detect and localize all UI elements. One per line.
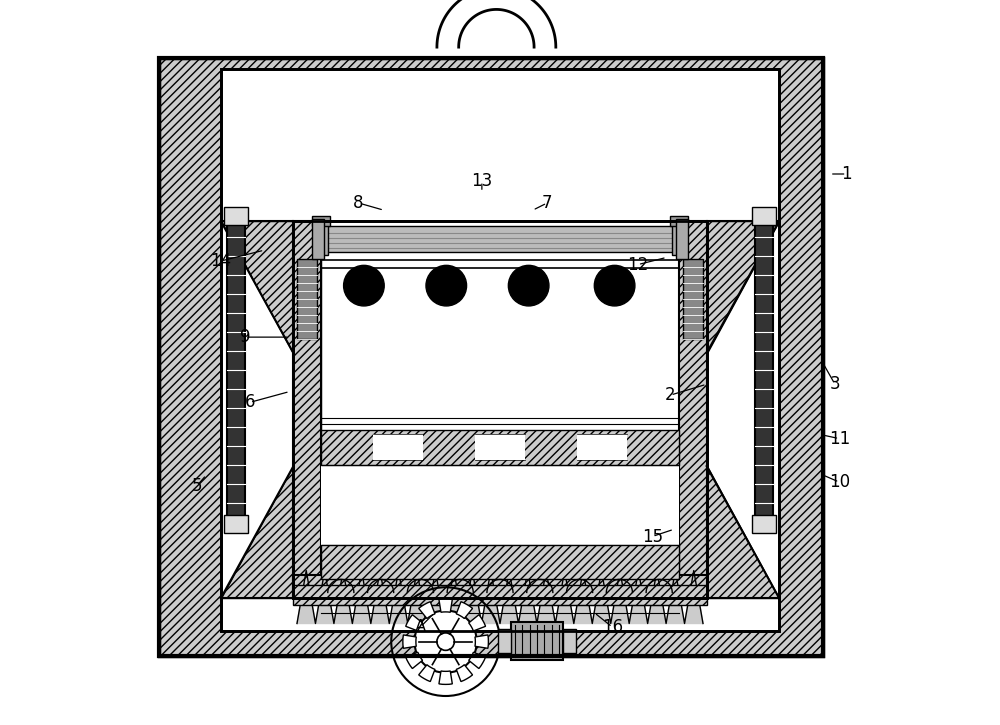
Wedge shape <box>475 635 488 648</box>
Wedge shape <box>456 602 473 618</box>
Bar <box>563 629 576 652</box>
Bar <box>670 216 688 226</box>
Text: 10: 10 <box>829 473 850 491</box>
Text: 5: 5 <box>192 477 202 494</box>
Polygon shape <box>707 221 779 353</box>
Text: 6: 6 <box>245 394 255 411</box>
Bar <box>498 629 511 652</box>
Wedge shape <box>406 652 423 668</box>
Bar <box>321 221 679 575</box>
Bar <box>293 221 707 598</box>
Bar <box>293 221 321 598</box>
Bar <box>752 515 776 533</box>
Circle shape <box>344 265 384 306</box>
Text: 14: 14 <box>210 252 231 270</box>
Wedge shape <box>419 665 435 682</box>
Bar <box>755 218 773 522</box>
Bar <box>373 434 423 460</box>
Text: 16: 16 <box>602 618 623 636</box>
Text: 7: 7 <box>542 194 552 212</box>
Bar <box>679 221 707 598</box>
Text: 12: 12 <box>627 256 648 273</box>
Bar <box>221 69 779 631</box>
Text: 9: 9 <box>240 328 250 346</box>
Bar <box>321 226 679 252</box>
Bar <box>321 430 679 465</box>
Text: 8: 8 <box>353 194 364 212</box>
Wedge shape <box>403 635 416 648</box>
Bar <box>221 69 779 631</box>
Text: A: A <box>415 618 426 636</box>
Bar <box>752 207 776 225</box>
Bar <box>312 216 330 226</box>
Polygon shape <box>221 466 293 598</box>
Bar <box>475 434 525 460</box>
Bar <box>577 434 627 460</box>
Bar <box>321 465 679 544</box>
Wedge shape <box>419 602 435 618</box>
Bar <box>511 622 563 660</box>
Bar <box>321 544 679 579</box>
Bar <box>224 207 248 225</box>
Bar <box>293 585 707 605</box>
Bar <box>227 218 245 522</box>
Circle shape <box>508 265 549 306</box>
Circle shape <box>594 265 635 306</box>
Wedge shape <box>439 671 452 684</box>
Wedge shape <box>456 665 473 682</box>
Bar <box>297 259 317 339</box>
Circle shape <box>437 633 454 650</box>
Bar <box>312 219 324 259</box>
Polygon shape <box>297 571 703 624</box>
Wedge shape <box>439 599 452 613</box>
Bar <box>683 259 703 339</box>
Wedge shape <box>469 615 486 631</box>
Text: 11: 11 <box>829 430 850 447</box>
Circle shape <box>426 265 467 306</box>
Bar <box>676 219 688 259</box>
Text: 13: 13 <box>471 173 492 190</box>
Bar <box>159 58 823 656</box>
Wedge shape <box>469 652 486 668</box>
Bar <box>293 221 707 598</box>
Text: 15: 15 <box>642 528 663 545</box>
Text: 2: 2 <box>665 386 676 404</box>
Bar <box>293 575 707 598</box>
Text: 3: 3 <box>830 376 840 393</box>
Polygon shape <box>707 466 779 598</box>
Text: 1: 1 <box>841 165 852 183</box>
Circle shape <box>414 610 477 673</box>
Polygon shape <box>221 221 293 353</box>
Bar <box>224 515 248 533</box>
Bar <box>315 223 328 255</box>
Wedge shape <box>406 615 423 631</box>
Bar <box>672 223 685 255</box>
Bar <box>159 58 823 656</box>
